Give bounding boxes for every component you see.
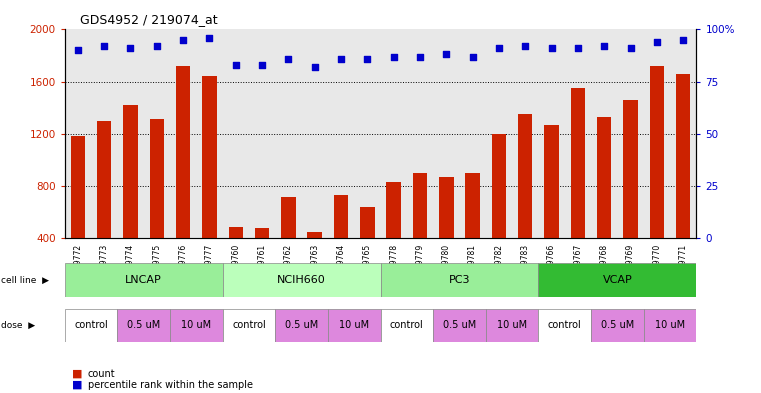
Point	[98, 43, 110, 49]
Point	[651, 39, 663, 45]
Text: PC3: PC3	[449, 275, 470, 285]
Point	[625, 45, 637, 51]
Text: NCIH660: NCIH660	[277, 275, 326, 285]
Bar	[650, 66, 664, 290]
Bar	[623, 100, 638, 290]
Bar	[360, 206, 374, 290]
Bar	[387, 182, 401, 290]
Point	[519, 43, 531, 49]
Text: 10 uM: 10 uM	[497, 320, 527, 330]
Bar	[676, 74, 690, 290]
Bar	[176, 66, 190, 290]
Bar	[202, 76, 217, 290]
Bar	[597, 117, 611, 290]
Bar	[412, 173, 427, 290]
Bar	[255, 228, 269, 290]
Point	[546, 45, 558, 51]
Text: control: control	[390, 320, 424, 330]
Bar	[150, 119, 164, 290]
Text: VCAP: VCAP	[603, 275, 632, 285]
Bar	[433, 309, 486, 342]
Bar	[380, 309, 433, 342]
Bar	[539, 309, 591, 342]
Bar	[65, 263, 223, 297]
Bar	[571, 88, 585, 290]
Text: 0.5 uM: 0.5 uM	[285, 320, 318, 330]
Point	[414, 53, 426, 60]
Point	[677, 37, 689, 43]
Point	[72, 47, 84, 53]
Text: dose  ▶: dose ▶	[1, 321, 35, 330]
Bar	[170, 309, 223, 342]
Bar	[281, 197, 295, 290]
Bar	[123, 105, 138, 290]
Text: 0.5 uM: 0.5 uM	[600, 320, 634, 330]
Bar	[71, 136, 85, 290]
Text: count: count	[88, 369, 115, 379]
Bar	[644, 309, 696, 342]
Bar	[544, 125, 559, 290]
Text: 0.5 uM: 0.5 uM	[127, 320, 161, 330]
Point	[151, 43, 163, 49]
Bar	[307, 232, 322, 290]
Point	[309, 64, 321, 70]
Bar	[65, 309, 117, 342]
Text: GDS4952 / 219074_at: GDS4952 / 219074_at	[80, 13, 218, 26]
Bar	[439, 176, 454, 290]
Point	[361, 55, 374, 62]
Bar	[466, 173, 480, 290]
Point	[572, 45, 584, 51]
Bar	[518, 114, 533, 290]
Bar	[328, 309, 380, 342]
Text: 0.5 uM: 0.5 uM	[443, 320, 476, 330]
Bar	[486, 309, 539, 342]
Text: cell line  ▶: cell line ▶	[1, 275, 49, 285]
Bar	[228, 227, 243, 290]
Text: ■: ■	[72, 380, 83, 390]
Bar	[275, 309, 328, 342]
Bar	[223, 309, 275, 342]
Text: control: control	[548, 320, 581, 330]
Bar	[117, 309, 170, 342]
Text: LNCAP: LNCAP	[126, 275, 162, 285]
Text: 10 uM: 10 uM	[181, 320, 212, 330]
Bar	[97, 121, 111, 290]
Bar	[591, 309, 644, 342]
Point	[124, 45, 136, 51]
Point	[282, 55, 295, 62]
Text: 10 uM: 10 uM	[339, 320, 369, 330]
Point	[440, 51, 452, 58]
Bar	[334, 195, 349, 290]
Point	[203, 35, 215, 41]
Text: control: control	[232, 320, 266, 330]
Point	[256, 62, 268, 68]
Point	[387, 53, 400, 60]
Text: control: control	[74, 320, 108, 330]
Point	[466, 53, 479, 60]
Point	[493, 45, 505, 51]
Text: ■: ■	[72, 369, 83, 379]
Bar	[539, 263, 696, 297]
Point	[230, 62, 242, 68]
Point	[335, 55, 347, 62]
Text: 10 uM: 10 uM	[655, 320, 685, 330]
Bar	[223, 263, 380, 297]
Bar	[492, 134, 506, 290]
Text: percentile rank within the sample: percentile rank within the sample	[88, 380, 253, 390]
Bar	[380, 263, 539, 297]
Point	[598, 43, 610, 49]
Point	[177, 37, 189, 43]
